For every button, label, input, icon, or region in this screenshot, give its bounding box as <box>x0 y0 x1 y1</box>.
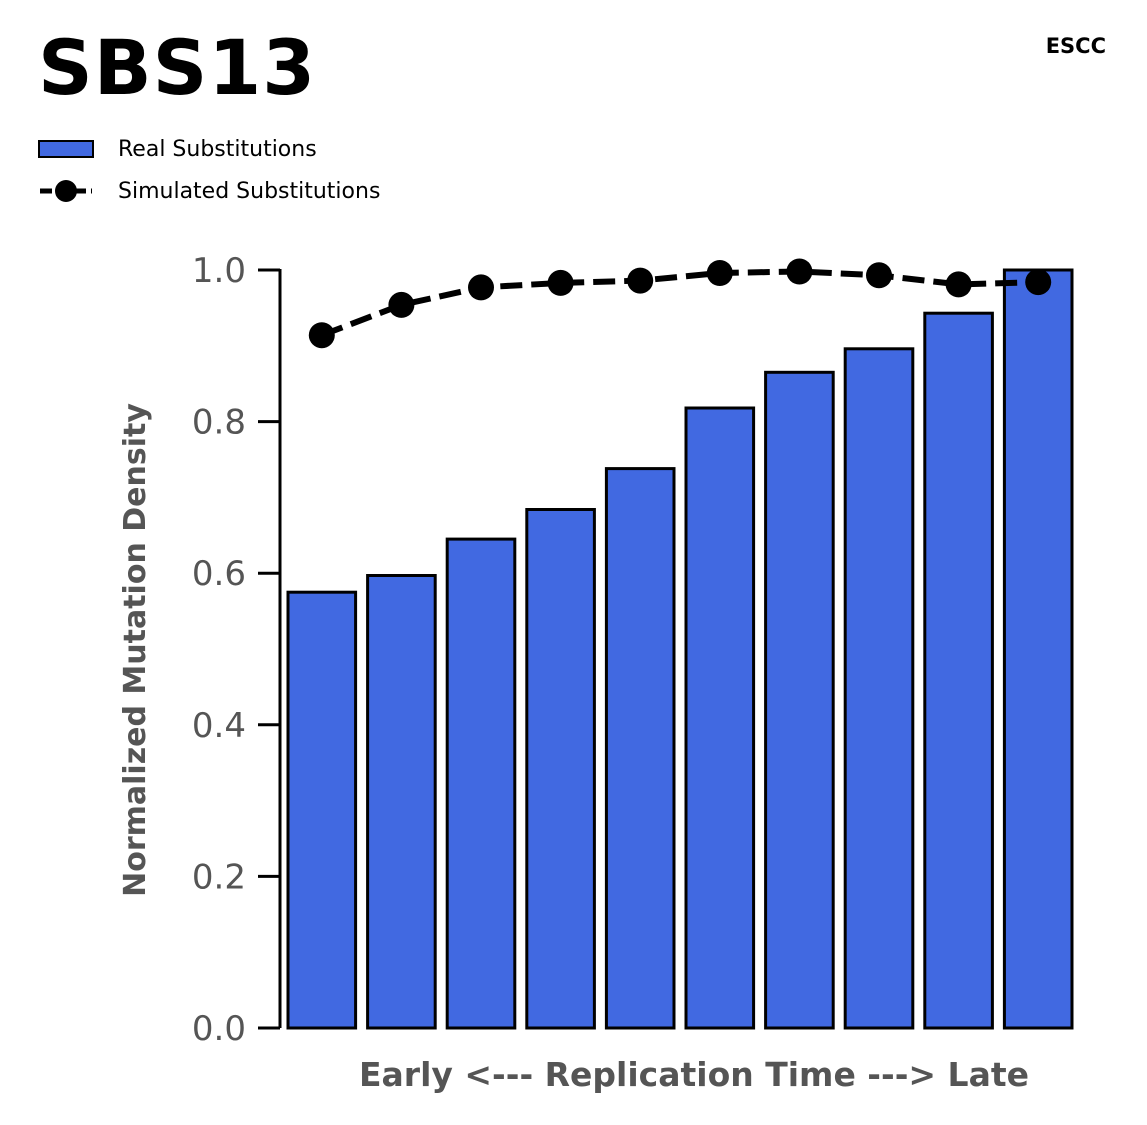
simulated-point-10 <box>1025 269 1052 296</box>
legend-line-swatch <box>38 178 94 204</box>
bar-9 <box>923 311 994 1030</box>
y-axis-label: Normalized Mutation Density <box>118 403 153 897</box>
bar-7 <box>764 370 835 1030</box>
bar-4 <box>525 508 596 1030</box>
simulated-point-3 <box>468 274 494 301</box>
simulated-line-group <box>308 258 1052 349</box>
legend: Real Substitutions Simulated Substitutio… <box>38 128 380 212</box>
simulated-point-9 <box>945 271 972 298</box>
y-tick-label-3: 0.6 <box>192 554 246 594</box>
simulated-point-4 <box>547 269 574 296</box>
bar-8 <box>843 347 915 1030</box>
bar-10 <box>1002 268 1074 1030</box>
y-tick-label-2: 0.4 <box>192 706 246 746</box>
simulated-point-2 <box>388 291 415 318</box>
legend-label-real: Real Substitutions <box>118 136 317 162</box>
chart-title: SBS13 <box>38 23 317 112</box>
simulated-point-1 <box>308 322 335 349</box>
bar-1 <box>286 590 358 1030</box>
bar-5 <box>604 467 676 1030</box>
x-axis-label: Early <--- Replication Time ---> Late <box>359 1055 1029 1094</box>
legend-item-real: Real Substitutions <box>38 128 380 170</box>
y-axis: 0.0 0.2 0.4 0.6 0.8 1.0 <box>192 251 282 1049</box>
bar-3 <box>445 537 517 1030</box>
legend-item-simulated: Simulated Substitutions <box>38 170 380 212</box>
simulated-point-6 <box>706 260 733 286</box>
simulated-line <box>320 268 1039 339</box>
simulated-point-7 <box>786 258 813 285</box>
simulated-point-8 <box>866 262 892 289</box>
y-tick-label-1: 0.2 <box>192 857 246 897</box>
y-tick-label-0: 0.0 <box>192 1009 246 1049</box>
chart-subtitle: ESCC <box>1045 34 1106 58</box>
legend-label-simulated: Simulated Substitutions <box>118 178 381 204</box>
simulated-point-5 <box>627 267 654 294</box>
y-tick-label-5: 1.0 <box>192 251 246 291</box>
legend-bar-swatch <box>38 140 94 158</box>
bars-group <box>286 268 1074 1030</box>
bar-6 <box>684 406 756 1030</box>
y-tick-label-4: 0.8 <box>192 403 246 443</box>
bar-2 <box>366 574 437 1030</box>
